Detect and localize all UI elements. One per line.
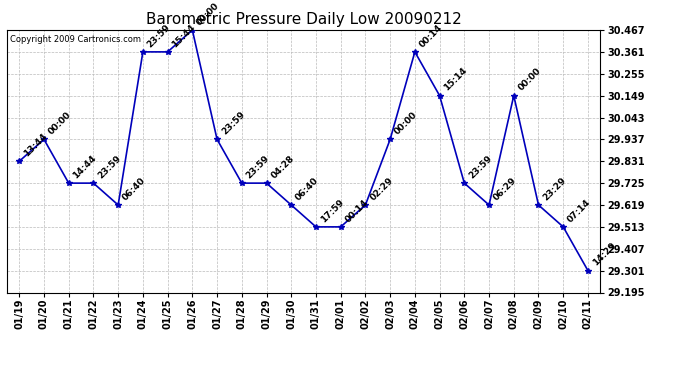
- Text: 02:29: 02:29: [368, 176, 395, 202]
- Text: 07:14: 07:14: [566, 197, 593, 224]
- Text: 23:29: 23:29: [541, 176, 568, 202]
- Text: 06:40: 06:40: [121, 176, 148, 202]
- Title: Barometric Pressure Daily Low 20090212: Barometric Pressure Daily Low 20090212: [146, 12, 462, 27]
- Text: 04:28: 04:28: [269, 154, 296, 180]
- Text: 17:59: 17:59: [319, 197, 346, 224]
- Text: 06:29: 06:29: [492, 176, 518, 202]
- Text: 15:44: 15:44: [170, 22, 197, 49]
- Text: 00:00: 00:00: [517, 67, 543, 93]
- Text: 00:00: 00:00: [393, 110, 419, 136]
- Text: 23:59: 23:59: [96, 154, 123, 180]
- Text: 14:29: 14:29: [591, 241, 618, 268]
- Text: 13:44: 13:44: [22, 132, 49, 159]
- Text: 06:40: 06:40: [294, 176, 321, 202]
- Text: 23:59: 23:59: [467, 154, 494, 180]
- Text: 15:14: 15:14: [442, 66, 469, 93]
- Text: 14:44: 14:44: [72, 153, 99, 180]
- Text: 00:00: 00:00: [47, 110, 73, 136]
- Text: 23:59: 23:59: [244, 154, 271, 180]
- Text: 23:59: 23:59: [146, 22, 172, 49]
- Text: 23:59: 23:59: [220, 110, 246, 136]
- Text: Copyright 2009 Cartronics.com: Copyright 2009 Cartronics.com: [10, 35, 141, 44]
- Text: 00:14: 00:14: [344, 198, 370, 224]
- Text: 00:14: 00:14: [417, 22, 444, 49]
- Text: 00:00: 00:00: [195, 1, 221, 27]
